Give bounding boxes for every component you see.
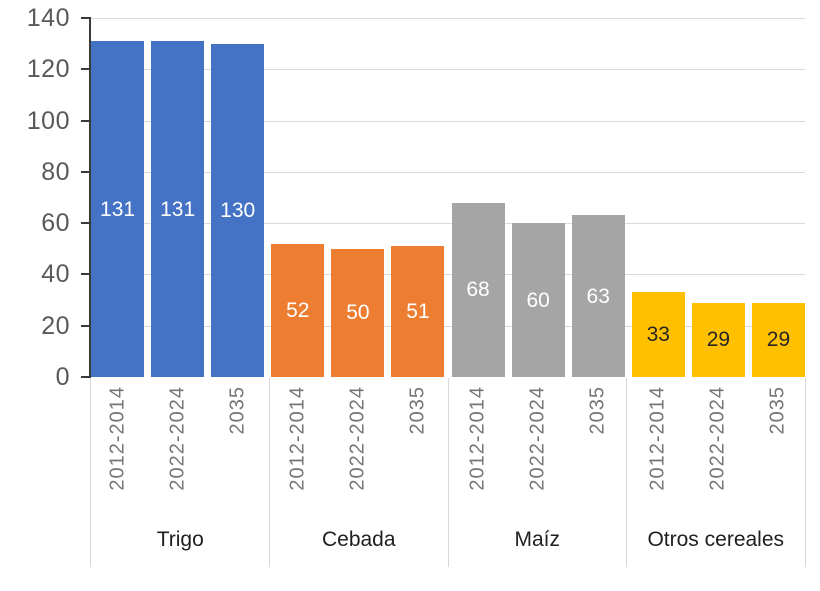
plot-area: 131 131 130 52 50 51 68 60 63 33 29 29: [91, 18, 805, 377]
x-axis-period-label: 2012-2014: [286, 386, 309, 491]
group-label: Cebada: [321, 527, 396, 551]
gridline: [91, 223, 805, 225]
bar-value-label: 131: [160, 197, 196, 221]
bar-value-label: 29: [706, 328, 731, 352]
x-axis-period-label: 2012-2014: [106, 386, 129, 491]
y-axis-tick-mark: [81, 273, 90, 276]
y-axis-tick-label: 140: [26, 4, 70, 32]
gridline: [91, 69, 805, 71]
group-label: Maíz: [514, 527, 560, 551]
bar-value-label: 51: [406, 300, 430, 324]
gridline: [91, 18, 805, 19]
group-divider: [626, 378, 628, 567]
y-axis-tick-mark: [81, 119, 90, 122]
xlabel-slot: 2022-2024: [692, 378, 745, 512]
bar-value-label: 29: [766, 328, 791, 352]
x-axis-period-label: 2035: [226, 386, 249, 435]
x-axis-period-label: 2022-2024: [346, 386, 369, 491]
y-axis-tick-label: 40: [41, 260, 70, 289]
y-axis-tick-label: 20: [41, 311, 70, 340]
gridline: [91, 120, 805, 122]
x-axis-period-label: 2012-2014: [646, 386, 669, 491]
bar-group-otros-cereales: 33 29 29: [631, 18, 805, 377]
bar-value-label: 68: [466, 278, 490, 302]
x-axis-period-label: 2035: [586, 386, 609, 435]
xlabel-slot: 2012-2014: [271, 378, 324, 512]
bar-value-label: 60: [526, 288, 550, 312]
group-divider: [90, 378, 91, 567]
bar: 130: [211, 43, 265, 377]
y-axis-tick-mark: [81, 222, 90, 225]
x-axis-period-label: 2022-2024: [166, 386, 189, 491]
group-label: Trigo: [156, 527, 204, 551]
group-label: Otros cereales: [647, 527, 785, 551]
bar: 68: [451, 202, 505, 377]
group-divider: [268, 378, 270, 567]
x-axis-group-labels: Trigo Cebada Maíz Otros cereales: [91, 512, 805, 567]
bar: 50: [331, 248, 385, 377]
xlabel-slot: 2035: [211, 378, 264, 512]
gridline: [91, 274, 805, 276]
y-axis-tick-mark: [81, 324, 90, 327]
y-axis-tick-mark: [81, 376, 90, 378]
bar-value-label: 63: [586, 284, 610, 308]
bar: 131: [151, 41, 205, 377]
y-axis-tick-label: 80: [41, 157, 70, 186]
xlabel-group: 2012-2014 2022-2024 2035: [452, 378, 625, 512]
bar: 52: [271, 243, 325, 377]
xlabel-slot: 2012-2014: [452, 378, 505, 512]
y-axis-tick-label: 0: [55, 363, 70, 391]
bar: 63: [571, 215, 625, 377]
y-axis-line: [89, 17, 91, 378]
xlabel-group: 2012-2014 2022-2024 2035: [91, 378, 264, 512]
bar-group-cebada: 52 50 51: [271, 18, 445, 377]
bar-value-label: 50: [346, 301, 370, 325]
bar-group-maíz: 68 60 63: [451, 18, 625, 377]
y-axis-tick-mark: [81, 68, 90, 71]
group-divider: [805, 378, 806, 567]
bar-value-label: 52: [286, 298, 310, 322]
bar-group-trigo: 131 131 130: [91, 18, 265, 377]
y-axis-tick-label: 120: [26, 55, 70, 84]
y-axis-tick-label: 60: [41, 209, 70, 238]
xlabel-slot: 2035: [391, 378, 444, 512]
xlabel-slot: 2022-2024: [151, 378, 204, 512]
bar: 33: [631, 292, 685, 377]
x-axis-period-label: 2035: [766, 386, 789, 435]
y-axis-tick-mark: [81, 17, 90, 19]
xlabel-slot: 2022-2024: [331, 378, 384, 512]
bar-value-label: 33: [646, 323, 670, 347]
bar: 60: [511, 223, 565, 377]
x-axis-period-label: 2035: [406, 386, 429, 435]
xlabel-slot: 2035: [752, 378, 805, 512]
xlabel-group: 2012-2014 2022-2024 2035: [632, 378, 805, 512]
xlabel-slot: 2012-2014: [632, 378, 685, 512]
bar: 29: [751, 302, 805, 377]
xlabel-group: 2012-2014 2022-2024 2035: [271, 378, 444, 512]
x-axis-period-label: 2012-2014: [466, 386, 489, 491]
x-axis-period-label: 2022-2024: [706, 386, 729, 491]
xlabel-slot: 2012-2014: [91, 378, 144, 512]
y-axis-tick-label: 100: [26, 106, 70, 135]
xlabel-slot: 2035: [572, 378, 625, 512]
bar: 29: [691, 302, 745, 377]
x-axis-period-label: 2022-2024: [526, 386, 549, 491]
xlabel-slot: 2022-2024: [512, 378, 565, 512]
bar: 131: [91, 41, 145, 377]
y-axis-tick-mark: [81, 170, 90, 173]
bar-value-label: 130: [220, 198, 256, 222]
gridline: [91, 171, 805, 173]
bar-value-label: 131: [100, 197, 136, 221]
gridline: [91, 325, 805, 327]
group-divider: [447, 378, 449, 567]
bar: 51: [391, 246, 445, 377]
